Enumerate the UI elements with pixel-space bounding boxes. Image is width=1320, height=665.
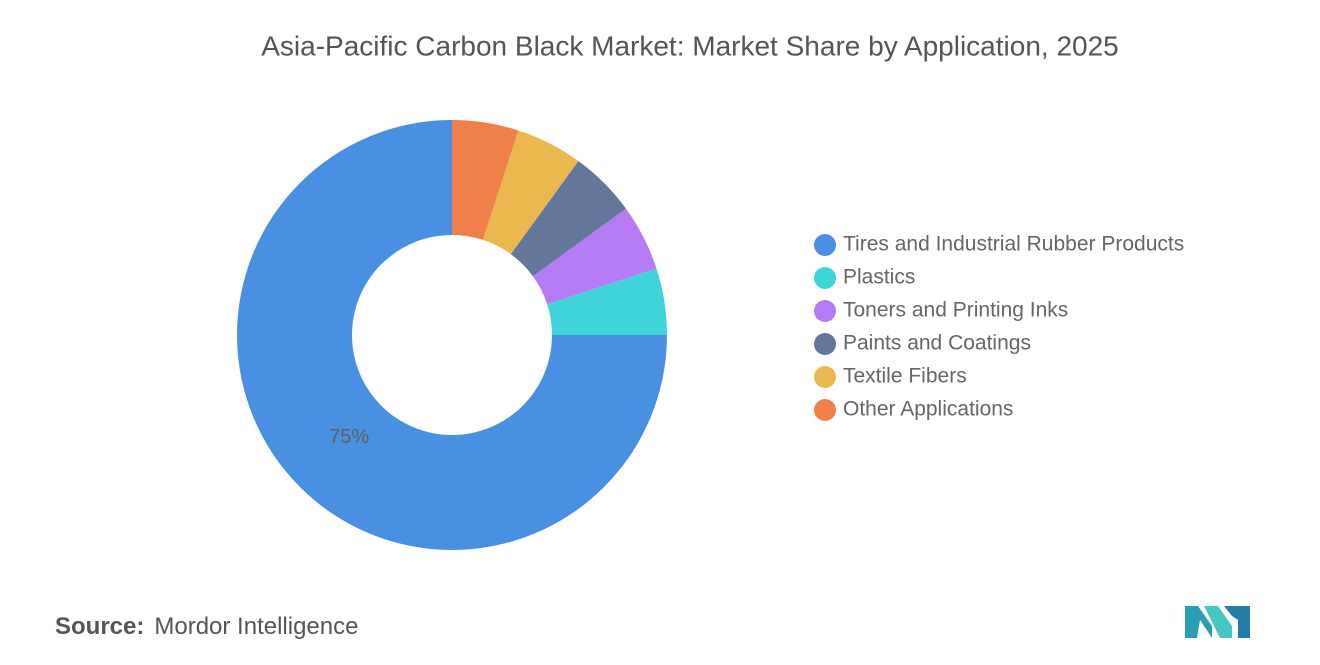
source: Source: Mordor Intelligence [55,613,358,640]
legend-marker [814,300,836,322]
source-label: Source: [55,613,144,640]
legend: Tires and Industrial Rubber Products Plas… [814,233,1184,421]
legend-label: Tires and Industrial Rubber Products [843,233,1184,256]
donut: 75% [237,120,667,550]
data-label: 75% [329,426,369,448]
legend-marker [814,267,836,289]
legend-marker [814,234,836,256]
legend-label: Other Applications [843,398,1013,421]
legend-label: Textile Fibers [843,365,967,388]
slice [547,268,667,335]
legend-label: Plastics [843,266,915,289]
slice [532,208,657,305]
legend-label: Toners and Printing Inks [843,299,1068,322]
source-text: Mordor Intelligence [154,613,358,640]
slice [237,120,667,550]
chart-title: Asia-Pacific Carbon Black Market: Market… [261,30,1119,61]
legend-marker [814,399,836,421]
legend-marker [814,333,836,355]
slice [510,161,626,277]
logo [1185,606,1250,638]
slice [482,130,579,255]
legend-marker [814,366,836,388]
slice [452,120,519,240]
legend-label: Paints and Coatings [843,332,1031,355]
